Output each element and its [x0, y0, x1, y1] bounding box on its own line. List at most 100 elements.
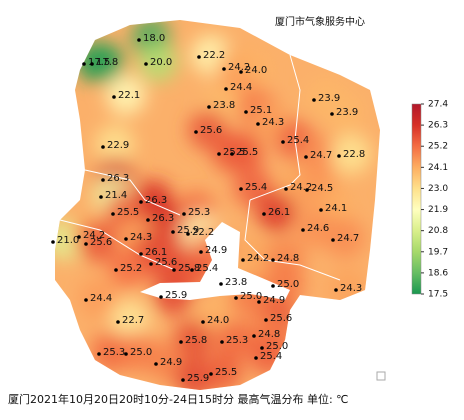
- heat-spot: [324, 92, 364, 132]
- station-dot: [197, 55, 201, 59]
- station-label: 26.1: [145, 247, 167, 258]
- station-label: 18.0: [143, 33, 165, 44]
- station-dot: [239, 187, 243, 191]
- station-dot: [256, 122, 260, 126]
- station-label: 24.8: [258, 329, 280, 340]
- station-label: 25.5: [215, 367, 237, 378]
- station-dot: [201, 320, 205, 324]
- station-dot: [172, 268, 176, 272]
- station-dot: [239, 70, 243, 74]
- station-dot: [217, 152, 221, 156]
- station-dot: [199, 250, 203, 254]
- station-dot: [220, 340, 224, 344]
- colorbar-tick-label: 18.6: [428, 268, 448, 278]
- station-label: 25.4: [245, 182, 267, 193]
- station-label: 25.0: [240, 291, 262, 302]
- station-label: 25.9: [187, 373, 209, 384]
- station-label: 25.9: [177, 225, 199, 236]
- heat-spot: [224, 132, 264, 172]
- station-dot: [190, 268, 194, 272]
- station-label: 24.8: [277, 253, 299, 264]
- station-dot: [257, 300, 261, 304]
- station-dot: [101, 145, 105, 149]
- station-dot: [334, 288, 338, 292]
- heat-spot: [325, 218, 365, 258]
- station-label: 24.2: [290, 182, 312, 193]
- heat-spot: [203, 352, 243, 390]
- station-dot: [181, 378, 185, 382]
- station-label: 24.2: [83, 230, 105, 241]
- station-dot: [84, 242, 88, 246]
- station-label: 23.9: [336, 107, 358, 118]
- station-label: 24.0: [207, 315, 229, 326]
- colorbar-tick-label: 19.7: [428, 247, 448, 257]
- station-label: 25.1: [250, 105, 272, 116]
- heat-spot: [78, 278, 118, 318]
- station-dot: [330, 112, 334, 116]
- station-dot: [271, 258, 275, 262]
- station-label: 25.6: [155, 257, 177, 268]
- station-dot: [139, 200, 143, 204]
- station-dot: [252, 334, 256, 338]
- station-label: 25.6: [270, 313, 292, 324]
- heat-spot: [214, 320, 254, 360]
- checkbox-icon: [376, 371, 386, 381]
- station-dot: [124, 237, 128, 241]
- heat-spot: [298, 135, 338, 175]
- station-label: 24.5: [311, 183, 333, 194]
- boundaries: [59, 54, 341, 281]
- station-label: 25.5: [117, 207, 139, 218]
- station-label: 22.1: [118, 90, 140, 101]
- station-label: 26.3: [145, 195, 167, 206]
- station-label: 25.6: [90, 237, 112, 248]
- station-dot: [101, 178, 105, 182]
- station-label: 22.2: [192, 227, 214, 238]
- station-dot: [222, 67, 226, 71]
- station-label: 25.0: [130, 347, 152, 358]
- station-dot: [244, 110, 248, 114]
- station-dot: [116, 320, 120, 324]
- station-label: 25.9: [165, 290, 187, 301]
- station-label: 23.9: [318, 93, 340, 104]
- sea: [140, 222, 290, 300]
- station-label: 17.8: [96, 57, 118, 68]
- station-dot: [301, 228, 305, 232]
- station-label: 25.5: [223, 147, 245, 158]
- station-dot: [207, 105, 211, 109]
- colorbar-tick-label: 27.4: [428, 100, 448, 110]
- station-dot: [84, 298, 88, 302]
- station-label: 24.3: [130, 232, 152, 243]
- station-label: 25.8: [185, 335, 207, 346]
- colorbar-tick-label: 20.8: [428, 226, 448, 236]
- station-label: 24.9: [263, 295, 285, 306]
- station-label: 25.0: [266, 341, 288, 352]
- station-label: 20.0: [150, 57, 172, 68]
- heat-spot: [110, 300, 150, 340]
- heat-spot: [331, 134, 371, 174]
- station-dot: [99, 195, 103, 199]
- station-dot: [260, 346, 264, 350]
- station-dot: [159, 295, 163, 299]
- station-dot: [234, 296, 238, 300]
- station-label: 22.7: [122, 315, 144, 326]
- station-dot: [312, 98, 316, 102]
- station-dot: [271, 284, 275, 288]
- station-label: 25.4: [287, 135, 309, 146]
- station-label: 25.2: [120, 263, 142, 274]
- station-dot: [137, 38, 141, 42]
- station-dot: [224, 87, 228, 91]
- station-label: 24.1: [325, 203, 347, 214]
- station-dot: [284, 187, 288, 191]
- station-dot: [186, 232, 190, 236]
- colorbar-ticks: 27.4 26.3 25.2 24.1 23.0 21.9 20.8 19.7 18.6 17.5: [421, 100, 448, 300]
- header-title: 厦门市气象服务中心: [275, 15, 365, 28]
- station-label: 23.8: [225, 277, 247, 288]
- caption: 厦门2021年10月20日20时10分-24日15时分 最高气温分布 单位: ℃: [8, 392, 349, 406]
- station-dot: [97, 352, 101, 356]
- colorbar-tick-label: 24.1: [428, 163, 448, 173]
- station-label: 24.0: [245, 65, 267, 76]
- station-label: 23.8: [213, 100, 235, 111]
- station-label: 24.9: [160, 357, 182, 368]
- stations: 18.017.517.8 20.022.224.224.024.422.123.8…: [51, 33, 365, 384]
